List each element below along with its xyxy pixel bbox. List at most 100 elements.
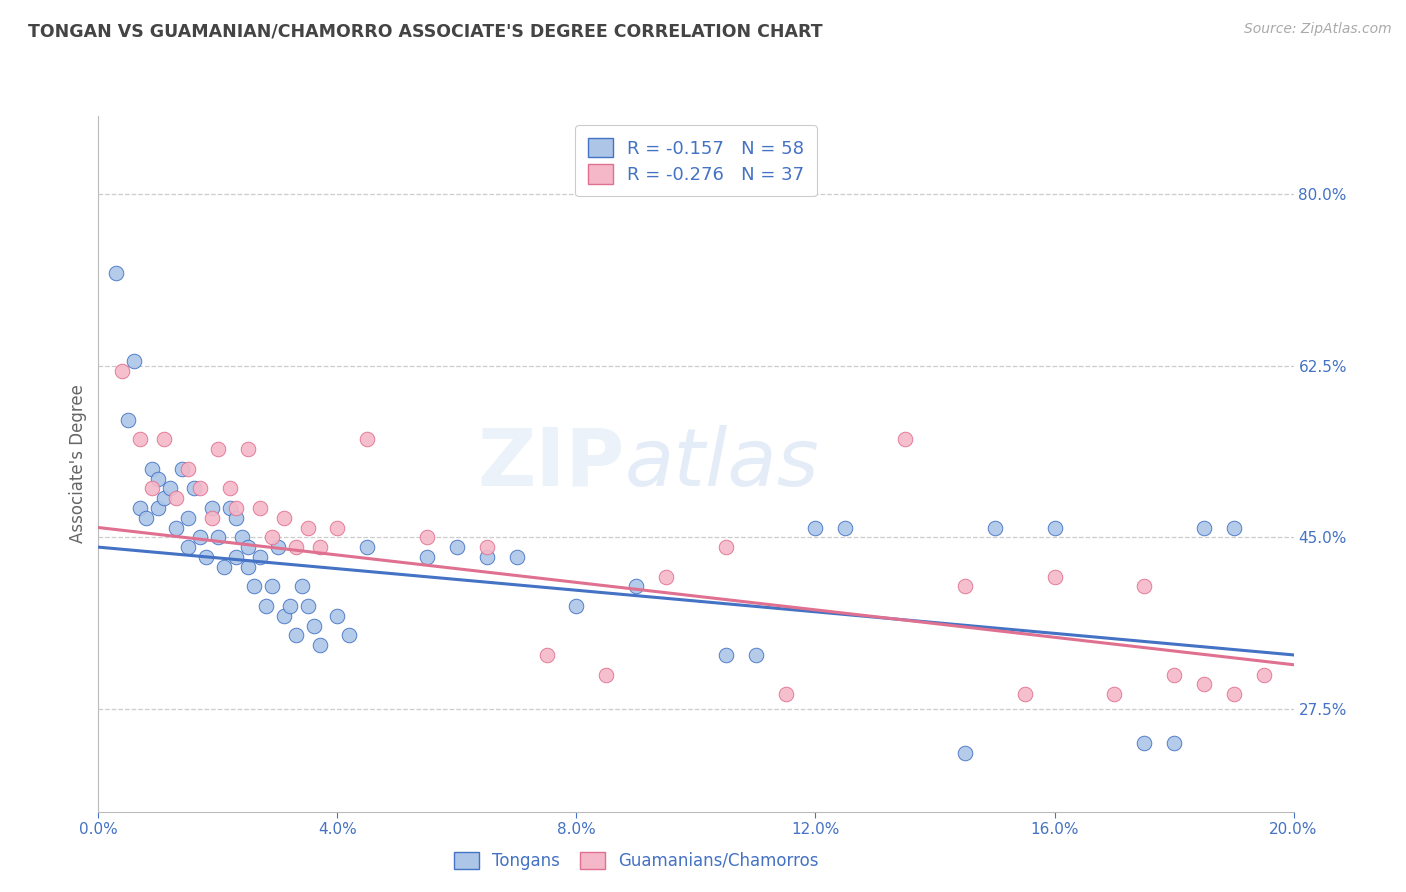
Point bbox=[207, 530, 229, 544]
Point bbox=[775, 687, 797, 701]
Point bbox=[297, 599, 319, 613]
Point bbox=[165, 491, 187, 505]
Point bbox=[1043, 569, 1066, 583]
Point bbox=[714, 648, 737, 662]
Point bbox=[225, 500, 247, 515]
Point bbox=[308, 540, 330, 554]
Point bbox=[207, 442, 229, 457]
Text: TONGAN VS GUAMANIAN/CHAMORRO ASSOCIATE'S DEGREE CORRELATION CHART: TONGAN VS GUAMANIAN/CHAMORRO ASSOCIATE'S… bbox=[28, 22, 823, 40]
Point bbox=[117, 413, 139, 427]
Point bbox=[1192, 520, 1215, 534]
Point bbox=[1163, 736, 1185, 750]
Point bbox=[183, 481, 205, 495]
Point bbox=[165, 520, 187, 534]
Point bbox=[416, 530, 439, 544]
Point bbox=[595, 667, 617, 681]
Point bbox=[1014, 687, 1036, 701]
Point bbox=[129, 500, 152, 515]
Point bbox=[273, 510, 295, 524]
Point bbox=[326, 608, 349, 623]
Point bbox=[141, 461, 163, 475]
Text: atlas: atlas bbox=[624, 425, 820, 503]
Legend: Tongans, Guamanians/Chamorros: Tongans, Guamanians/Chamorros bbox=[447, 845, 825, 877]
Point bbox=[1133, 579, 1156, 593]
Point bbox=[260, 530, 283, 544]
Text: ZIP: ZIP bbox=[477, 425, 624, 503]
Point bbox=[804, 520, 827, 534]
Point bbox=[267, 540, 290, 554]
Point bbox=[1163, 667, 1185, 681]
Point bbox=[273, 608, 295, 623]
Point bbox=[231, 530, 253, 544]
Point bbox=[284, 628, 307, 642]
Point bbox=[1192, 677, 1215, 691]
Point bbox=[284, 540, 307, 554]
Point bbox=[339, 628, 360, 642]
Point bbox=[984, 520, 1007, 534]
Point bbox=[105, 266, 128, 280]
Point bbox=[148, 500, 170, 515]
Point bbox=[177, 540, 200, 554]
Point bbox=[834, 520, 856, 534]
Point bbox=[254, 599, 277, 613]
Point bbox=[225, 510, 247, 524]
Point bbox=[475, 540, 498, 554]
Point bbox=[356, 433, 378, 447]
Point bbox=[297, 520, 319, 534]
Y-axis label: Associate's Degree: Associate's Degree bbox=[69, 384, 87, 543]
Point bbox=[626, 579, 648, 593]
Point bbox=[446, 540, 468, 554]
Point bbox=[219, 500, 242, 515]
Point bbox=[506, 549, 529, 564]
Point bbox=[172, 461, 194, 475]
Point bbox=[1043, 520, 1066, 534]
Point bbox=[953, 579, 976, 593]
Point bbox=[153, 433, 176, 447]
Point bbox=[565, 599, 588, 613]
Point bbox=[195, 549, 218, 564]
Point bbox=[249, 500, 271, 515]
Point bbox=[1222, 520, 1246, 534]
Point bbox=[308, 638, 330, 652]
Point bbox=[225, 549, 247, 564]
Point bbox=[188, 530, 211, 544]
Point bbox=[135, 510, 157, 524]
Point bbox=[745, 648, 768, 662]
Point bbox=[177, 510, 200, 524]
Point bbox=[356, 540, 378, 554]
Point bbox=[148, 471, 170, 485]
Point bbox=[141, 481, 163, 495]
Point bbox=[243, 579, 266, 593]
Point bbox=[1253, 667, 1275, 681]
Point bbox=[278, 599, 301, 613]
Point bbox=[894, 433, 917, 447]
Point bbox=[124, 354, 146, 368]
Point bbox=[177, 461, 200, 475]
Point bbox=[416, 549, 439, 564]
Point bbox=[201, 500, 224, 515]
Point bbox=[249, 549, 271, 564]
Point bbox=[1102, 687, 1125, 701]
Point bbox=[159, 481, 181, 495]
Point bbox=[714, 540, 737, 554]
Text: Source: ZipAtlas.com: Source: ZipAtlas.com bbox=[1244, 22, 1392, 37]
Point bbox=[236, 540, 259, 554]
Point bbox=[260, 579, 283, 593]
Point bbox=[953, 746, 976, 760]
Point bbox=[111, 364, 134, 378]
Point bbox=[129, 433, 152, 447]
Point bbox=[201, 510, 224, 524]
Point bbox=[1222, 687, 1246, 701]
Point bbox=[236, 559, 259, 574]
Point bbox=[290, 579, 312, 593]
Point bbox=[1133, 736, 1156, 750]
Point bbox=[212, 559, 235, 574]
Point bbox=[302, 618, 325, 632]
Point bbox=[236, 442, 259, 457]
Point bbox=[188, 481, 211, 495]
Point bbox=[326, 520, 349, 534]
Point bbox=[536, 648, 558, 662]
Point bbox=[655, 569, 678, 583]
Point bbox=[219, 481, 242, 495]
Point bbox=[153, 491, 176, 505]
